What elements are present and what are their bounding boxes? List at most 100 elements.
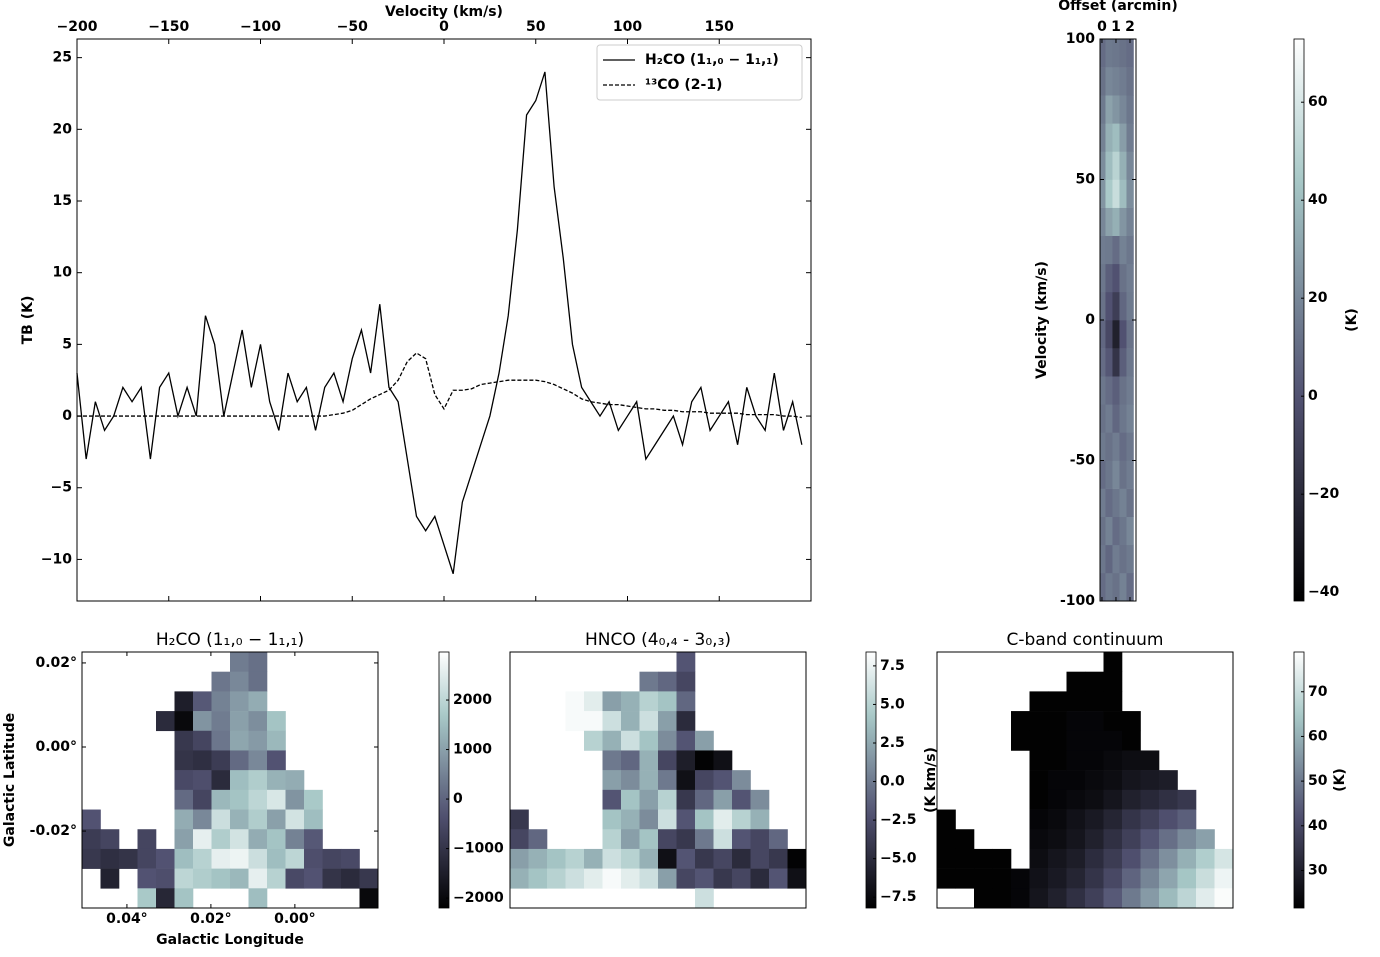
pixel: [1112, 263, 1120, 293]
pixel: [528, 868, 548, 889]
pixel: [732, 829, 751, 850]
pixel: [676, 652, 696, 672]
pixel: [1103, 868, 1123, 889]
pixel: [211, 750, 231, 771]
pixel: [82, 848, 101, 869]
pixel: [639, 671, 659, 692]
pixel: [1105, 488, 1113, 517]
pixel: [174, 809, 194, 830]
pixel: [1119, 179, 1127, 208]
pixel: [565, 848, 585, 869]
pixel: [1103, 750, 1123, 771]
pixel: [584, 691, 603, 712]
pixel: [1122, 848, 1141, 869]
colorbar-label: (K): [1344, 308, 1360, 332]
pixel: [1159, 770, 1178, 791]
pixel: [1126, 291, 1134, 321]
pixel: [1066, 868, 1086, 889]
colorbar-tick-label: 50: [1308, 773, 1328, 789]
x-tick-label: 100: [613, 19, 642, 35]
pixel: [1066, 671, 1086, 692]
pixel: [1196, 829, 1215, 850]
pixel: [1122, 809, 1141, 830]
pixel: [1029, 888, 1049, 909]
pixel: [1100, 207, 1106, 236]
pixel: [547, 848, 566, 869]
pixel: [1029, 750, 1049, 771]
pixel: [1029, 848, 1049, 869]
pixel: [1100, 348, 1106, 377]
pixel: [193, 711, 212, 732]
legend-label: H₂CO (1₁,₀ − 1₁,₁): [645, 52, 779, 68]
pixel: [1048, 809, 1067, 830]
y-tick-label: 20: [53, 121, 73, 137]
pixel: [248, 848, 268, 869]
pixel: [1048, 711, 1067, 732]
pixel: [584, 711, 603, 732]
pixel: [1066, 789, 1086, 810]
colorbar-tick-label: 0.0: [880, 774, 905, 790]
pixel: [1122, 829, 1141, 850]
pixel: [787, 868, 807, 889]
pixel: [602, 770, 622, 791]
pixel: [937, 868, 956, 889]
pixel: [230, 671, 249, 692]
pixel: [769, 868, 788, 889]
pixel: [1126, 348, 1134, 377]
pixel: [602, 750, 622, 771]
pixel: [1177, 848, 1197, 869]
pixel: [713, 868, 733, 889]
pixel: [1122, 789, 1141, 810]
pixel: [174, 848, 194, 869]
pixel: [267, 868, 286, 889]
pixel: [1126, 404, 1134, 433]
pixel: [639, 711, 659, 732]
pixel: [285, 809, 305, 830]
pixel: [304, 789, 323, 810]
pixel: [565, 711, 585, 732]
pixel: [732, 770, 751, 791]
pixel: [1100, 516, 1106, 546]
pixel: [211, 868, 231, 889]
pixel: [248, 730, 268, 751]
pixel: [639, 809, 659, 830]
pixel: [1126, 235, 1134, 265]
pixel: [992, 848, 1012, 869]
pixel: [1100, 263, 1106, 293]
pixel: [1105, 376, 1113, 405]
pixel: [1119, 95, 1127, 124]
pixel: [193, 730, 212, 751]
pixel: [1100, 151, 1106, 180]
pixel: [1140, 789, 1160, 810]
pixel: [639, 868, 659, 889]
pixel: [285, 770, 305, 791]
pixel: [1126, 263, 1134, 293]
pixel: [1105, 263, 1113, 293]
pixel: [248, 750, 268, 771]
pixel: [267, 750, 286, 771]
pixel: [602, 691, 622, 712]
pixel: [1159, 848, 1178, 869]
pixel: [1085, 829, 1104, 850]
pixel: [230, 829, 249, 850]
pixel: [1177, 868, 1197, 889]
pixel: [1085, 888, 1104, 909]
colorbar-label: (K): [1332, 768, 1348, 792]
pixel: [1085, 711, 1104, 732]
pixel: [732, 809, 751, 830]
pixel: [1105, 151, 1113, 180]
pixel: [1122, 868, 1141, 889]
pixel: [1112, 488, 1120, 517]
pixel: [1029, 829, 1049, 850]
pixel: [1105, 404, 1113, 433]
pixel: [1100, 376, 1106, 405]
colorbar: [1293, 38, 1305, 602]
pixel: [1112, 376, 1120, 405]
pixel: [1103, 809, 1123, 830]
pixel: [1103, 671, 1123, 692]
pixel: [230, 652, 249, 672]
pixel: [211, 770, 231, 791]
pixel: [1119, 263, 1127, 293]
pixel: [713, 829, 733, 850]
